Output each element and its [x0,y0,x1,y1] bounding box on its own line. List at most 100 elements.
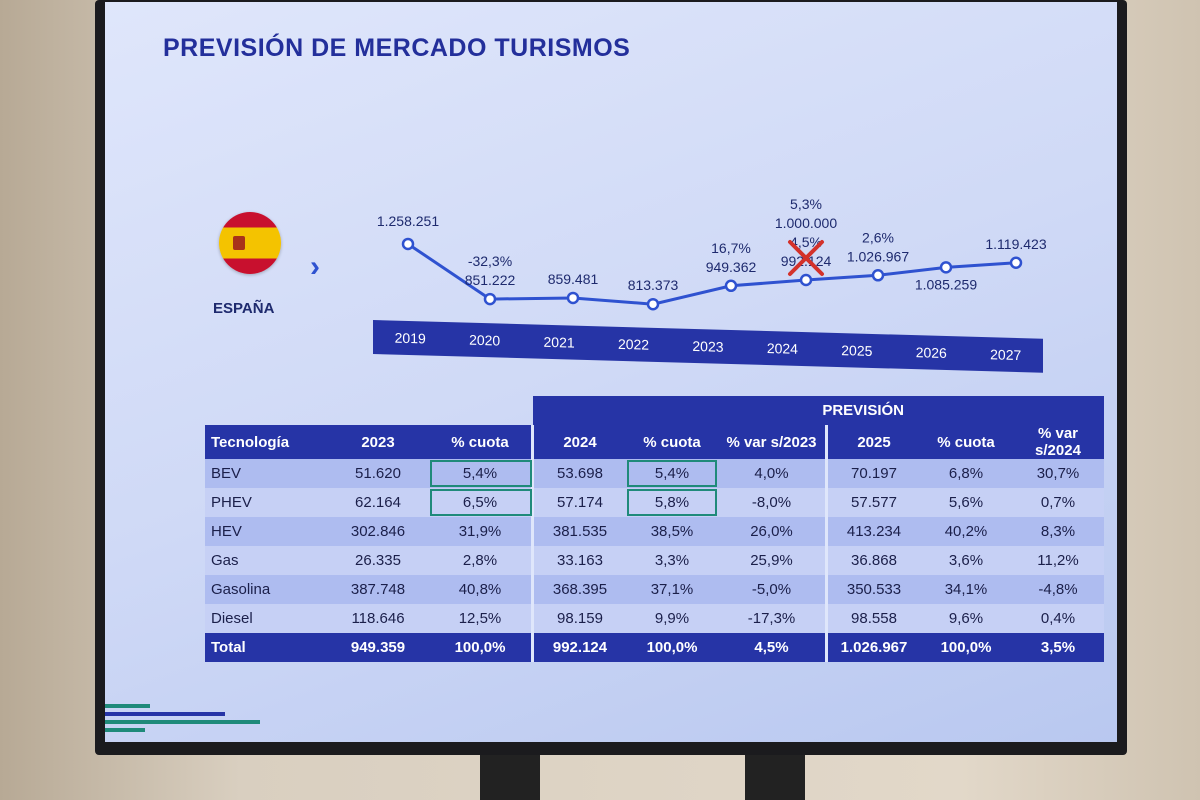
table-cell: 30,7% [1012,459,1104,488]
table-row: Gasolina 387.748 40,8% 368.395 37,1% -5,0% 350… [205,575,1104,604]
table-cell: 118.646 [327,604,429,633]
table-cell: 70.197 [825,459,920,488]
year-label: 2025 [841,342,873,359]
table-cell: HEV [205,517,327,546]
data-point [724,279,738,293]
table-cell: Gasolina [205,575,327,604]
data-point [871,269,885,282]
table-cell: 350.533 [825,575,920,604]
table-cell: 4,0% [718,459,827,488]
year-label: 2024 [766,340,798,357]
table-cell: -17,3% [718,604,827,633]
table-row: HEV 302.846 31,9% 381.535 38,5% 26,0% 413.234 4… [205,517,1104,546]
column-header: % cuota [626,425,718,459]
decorative-lines [105,700,260,732]
column-header: % var s/2024 [1012,425,1104,459]
table-cell: 0,4% [1012,604,1104,633]
table-cell: 6,5% [429,488,533,517]
table-cell: 25,9% [718,546,827,575]
table-cell: 413.234 [825,517,920,546]
column-header: 2025 [825,425,920,459]
value-label: 813.373 [628,277,679,293]
table-cell: 33.163 [531,546,626,575]
table-cell: 9,6% [920,604,1012,633]
table-cell: 0,7% [1012,488,1104,517]
column-header: 2023 [327,425,429,459]
table-row: Total 949.359 100,0% 992.124 100,0% 4,5% 1.026… [205,633,1104,662]
table-cell: -5,0% [718,575,827,604]
data-point [799,273,813,287]
column-header: % cuota [429,425,533,459]
year-axis-bar: 2019 2020 2021 2022 2023 2024 2025 2026 2027 [373,320,1043,373]
value-label: 851.222 [465,272,516,288]
table-cell: 5,4% [429,459,533,488]
table-cell: 11,2% [1012,546,1104,575]
year-label: 2022 [617,335,650,353]
table-cell: 40,2% [920,517,1012,546]
handwritten-pct-label: 5,3% [790,196,822,212]
table-cell: Diesel [205,604,327,633]
table-cell: 100,0% [920,633,1012,662]
table-cell: 992.124 [531,633,626,662]
table-cell: 26,0% [718,517,827,546]
table-cell: 8,3% [1012,517,1104,546]
pct-label: 4,5% [790,234,822,250]
table-cell: BEV [205,459,327,488]
chevron-right-icon: › [310,250,320,283]
table-cell: 37,1% [626,575,718,604]
year-label: 2027 [990,346,1022,364]
red-cross-mark-icon [788,240,824,276]
table-cell: 12,5% [429,604,533,633]
table-cell: 302.846 [327,517,429,546]
table-row: Diesel 118.646 12,5% 98.159 9,9% -17,3% 98.558… [205,604,1104,633]
table-row: Gas 26.335 2,8% 33.163 3,3% 25,9% 36.868 3,6% 11… [205,546,1104,575]
table-cell: 4,5% [718,633,827,662]
value-label: 949.362 [706,259,757,275]
pct-label: -32,3% [468,253,512,269]
column-header: 2024 [531,425,626,459]
value-label: 1.258.251 [377,213,439,229]
presentation-slide: PREVISIÓN DE MERCADO TURISMOS ESPAÑA › 1… [105,2,1117,742]
table-cell: 387.748 [327,575,429,604]
value-label: 859.481 [548,271,599,287]
data-point [1009,256,1023,270]
table-cell: 57.577 [825,488,920,517]
pct-label: 16,7% [711,240,751,256]
data-point [646,297,660,311]
year-label: 2019 [394,329,426,347]
table-cell: 5,4% [626,459,718,488]
table-cell: -8,0% [718,488,827,517]
table-cell: 36.868 [825,546,920,575]
handwritten-value-label: 1.000.000 [775,215,837,231]
table-cell: -4,8% [1012,575,1104,604]
column-header: Tecnología [205,425,327,459]
year-label: 2020 [469,331,501,349]
table-cell: 3,3% [626,546,718,575]
table-cell: 381.535 [531,517,626,546]
table-cell: 51.620 [327,459,429,488]
data-point [939,261,953,274]
pct-label: 2,6% [862,229,894,245]
table-cell: 3,6% [920,546,1012,575]
value-label: 1.119.423 [985,236,1046,252]
year-label: 2023 [692,337,724,355]
forecast-group-header: PREVISIÓN [532,396,1104,425]
table-cell: 1.026.967 [825,633,920,662]
table-cell: Gas [205,546,327,575]
table-cell: 38,5% [626,517,718,546]
table-cell: Total [205,633,327,662]
table-row: BEV 51.620 5,4% 53.698 5,4% 4,0% 70.197 6,8% 30,… [205,459,1104,488]
slide-title: PREVISIÓN DE MERCADO TURISMOS [163,34,631,62]
table-cell: 40,8% [429,575,533,604]
forecast-table: PREVISIÓN Tecnología 2023% cuota 2024% cuot… [205,396,1104,662]
table-cell: 368.395 [531,575,626,604]
year-label: 2026 [915,344,947,362]
country-label: ESPAÑA [213,300,275,317]
table-cell: PHEV [205,488,327,517]
data-point [483,292,497,306]
table-cell: 100,0% [626,633,718,662]
table-cell: 26.335 [327,546,429,575]
value-label: 992.124 [781,253,832,269]
column-header: % var s/2023 [718,425,827,459]
table-row: PHEV 62.164 6,5% 57.174 5,8% -8,0% 57.577 5,6% 0… [205,488,1104,517]
